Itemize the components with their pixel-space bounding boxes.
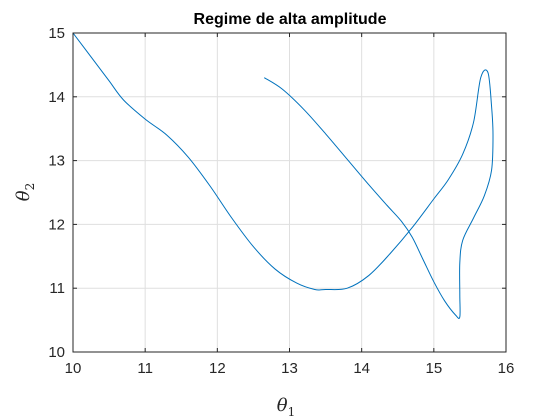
y-tick-label: 12 <box>48 216 65 233</box>
x-axis-label-subscript: 1 <box>288 405 296 419</box>
x-axis-label-base: θ <box>277 395 288 416</box>
x-tick-label: 11 <box>137 360 153 377</box>
svg-text:θ2: θ2 <box>13 183 37 201</box>
x-tick-label: 10 <box>65 360 82 377</box>
chart-title: Regime de alta amplitude <box>194 11 387 28</box>
x-tick-label: 12 <box>209 360 226 377</box>
y-axis-label: θ2 <box>13 183 37 201</box>
x-axis-label: θ1 <box>277 395 295 419</box>
y-axis-label-base: θ <box>13 190 34 201</box>
y-tick-label: 13 <box>48 153 65 170</box>
x-tick-label: 15 <box>425 360 442 377</box>
ticks: 10 11 12 13 14 15 16 10 11 12 13 14 15 <box>48 25 514 377</box>
y-tick-label: 15 <box>48 25 65 42</box>
y-tick-label: 14 <box>48 89 65 106</box>
x-tick-label: 14 <box>353 360 370 377</box>
x-tick-label: 13 <box>281 360 298 377</box>
y-tick-label: 10 <box>48 344 65 361</box>
plot-area <box>73 33 493 319</box>
series-line <box>73 33 493 319</box>
grid <box>73 33 506 352</box>
svg-text:θ1: θ1 <box>277 395 295 419</box>
x-tick-label: 16 <box>498 360 515 377</box>
y-axis-label-subscript: 2 <box>23 183 37 191</box>
y-tick-label: 11 <box>49 280 65 297</box>
